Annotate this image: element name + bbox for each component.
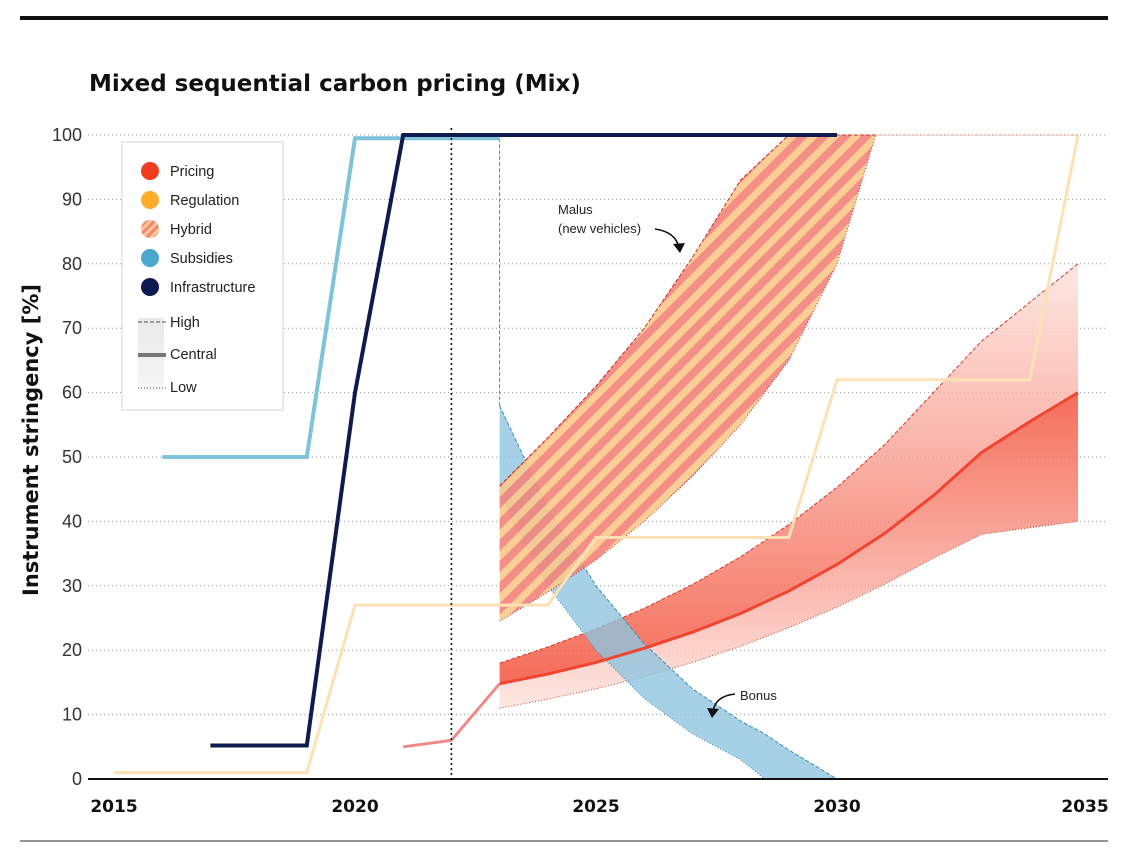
infrastructure-line [210, 133, 837, 748]
x-tick-2020: 2020 [331, 797, 378, 817]
y-tick-30: 30 [62, 576, 82, 596]
y-axis-label: Instrument stringency [%] [19, 284, 43, 596]
y-tick-0: 0 [72, 769, 82, 789]
instrument-lines [114, 133, 1080, 775]
y-tick-50: 50 [62, 447, 82, 467]
y-tick-80: 80 [62, 254, 82, 274]
regulation-line [114, 134, 1080, 775]
annotation-malus-arrowhead [673, 243, 685, 253]
bonus-band-area [499, 405, 837, 779]
legend-subsidies-swatch [141, 249, 159, 267]
chart-title: Mixed sequential carbon pricing (Mix) [89, 71, 581, 97]
x-tick-2015: 2015 [90, 797, 137, 817]
legend-central-label: Central [170, 347, 217, 363]
y-tick-70: 70 [62, 318, 82, 338]
legend-hybrid-label: Hybrid [170, 222, 212, 238]
annotation-bonus: Bonus [740, 688, 777, 703]
y-tick-20: 20 [62, 640, 82, 660]
malus-band-area [499, 135, 876, 622]
legend-infrastructure-swatch [141, 278, 159, 296]
pricing-history-line [403, 682, 501, 749]
legend-pricing-swatch [141, 162, 159, 180]
y-axis-ticks: 0 10 20 30 40 50 60 70 80 90 100 [52, 125, 82, 789]
legend-hybrid-swatch [141, 220, 159, 238]
y-tick-40: 40 [62, 511, 82, 531]
y-tick-100: 100 [52, 125, 82, 145]
legend-infrastructure-label: Infrastructure [170, 280, 255, 296]
annotation-malus: Malus [558, 202, 593, 217]
legend-regulation-swatch [141, 191, 159, 209]
legend-pricing-label: Pricing [170, 164, 214, 180]
pricing-low-line [499, 520, 1079, 709]
subsidies-line [162, 136, 500, 459]
legend-low-label: Low [170, 380, 197, 396]
x-tick-2035: 2035 [1061, 797, 1108, 817]
pricing-central-line [499, 391, 1079, 686]
y-tick-90: 90 [62, 189, 82, 209]
legend-subsidies-label: Subsidies [170, 251, 233, 267]
x-tick-2030: 2030 [813, 797, 860, 817]
legend-high-label: High [170, 315, 200, 331]
x-axis-ticks: 2015 2020 2025 2030 2035 [90, 797, 1108, 817]
legend-regulation-label: Regulation [170, 193, 239, 209]
pricing-band-lower [499, 392, 1079, 709]
x-tick-2025: 2025 [572, 797, 619, 817]
annotation-malus-sub: (new vehicles) [558, 221, 641, 236]
legend: Pricing Regulation Hybrid Subsidies Infr… [121, 141, 284, 411]
bonus-low-line [499, 495, 837, 780]
legend-box [121, 141, 284, 411]
y-tick-10: 10 [62, 705, 82, 725]
y-tick-60: 60 [62, 383, 82, 403]
annotation-bonus-arrowhead [707, 708, 719, 718]
